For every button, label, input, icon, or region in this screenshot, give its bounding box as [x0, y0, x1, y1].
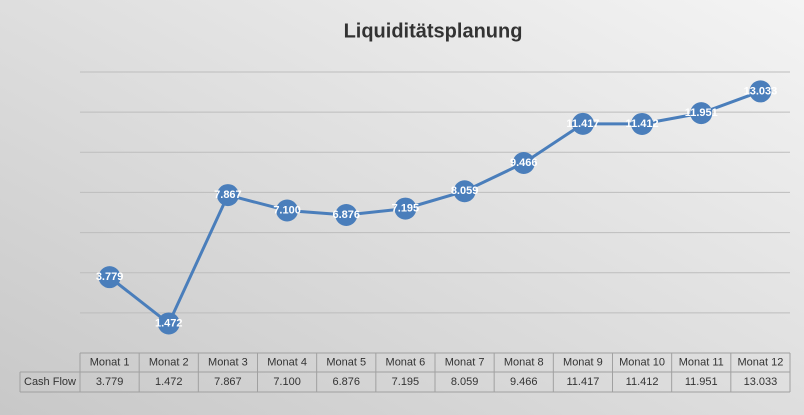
data-label: 7.867 — [214, 189, 242, 201]
x-tick-label: Monat 11 — [679, 356, 724, 368]
x-tick-label: Monat 3 — [208, 356, 248, 368]
marker — [571, 112, 594, 135]
marker — [335, 203, 358, 226]
table-cell: 1.472 — [155, 376, 183, 388]
x-tick-label: Monat 2 — [149, 356, 189, 368]
x-tick-label: Monat 10 — [619, 356, 665, 368]
data-label: 3.779 — [96, 271, 124, 283]
x-tick-label: Monat 7 — [445, 356, 485, 368]
data-label: 7.195 — [392, 202, 420, 214]
marker — [157, 312, 180, 335]
data-label: 11.417 — [566, 118, 599, 130]
marker — [690, 102, 713, 125]
table-cell: 3.779 — [96, 376, 124, 388]
data-label: 1.472 — [155, 317, 183, 329]
marker — [276, 199, 299, 222]
table-cell: 11.412 — [626, 376, 659, 388]
data-label: 6.876 — [332, 209, 360, 221]
data-label: 7.100 — [273, 204, 301, 216]
data-label: 11.412 — [626, 118, 659, 130]
table-cell: 11.417 — [567, 376, 600, 388]
marker — [216, 184, 239, 207]
table-cell: 9.466 — [510, 376, 538, 388]
table-cell: 7.195 — [392, 376, 420, 388]
marker — [631, 112, 654, 135]
x-tick-label: Monat 1 — [90, 356, 130, 368]
table-cell: 7.867 — [214, 376, 242, 388]
x-tick-label: Monat 8 — [504, 356, 544, 368]
table-cell: 13.033 — [744, 376, 778, 388]
chart-title: Liquiditätsplanung — [344, 20, 523, 42]
data-label: 13.033 — [744, 85, 778, 97]
x-tick-label: Monat 6 — [386, 356, 426, 368]
data-label: 9.466 — [510, 157, 538, 169]
table-cell: 7.100 — [273, 376, 301, 388]
table-cell: 8.059 — [451, 376, 479, 388]
table-cell: 6.876 — [332, 376, 360, 388]
x-tick-label: Monat 5 — [326, 356, 366, 368]
x-tick-label: Monat 12 — [737, 356, 783, 368]
table-row-label: Cash Flow — [24, 376, 76, 388]
marker — [453, 180, 476, 203]
marker — [512, 152, 535, 175]
marker — [394, 197, 417, 220]
data-label: 11.951 — [685, 107, 718, 119]
marker — [98, 266, 121, 289]
x-tick-label: Monat 9 — [563, 356, 603, 368]
table-cell: 11.951 — [685, 376, 718, 388]
data-label: 8.059 — [451, 185, 479, 197]
marker — [749, 80, 772, 103]
x-tick-label: Monat 4 — [267, 356, 307, 368]
